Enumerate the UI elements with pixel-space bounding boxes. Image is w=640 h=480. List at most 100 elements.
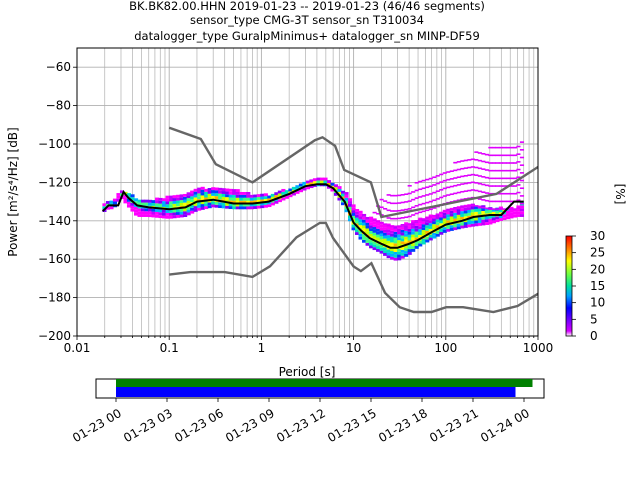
psd-cell: [207, 188, 212, 191]
psd-cell: [165, 215, 170, 219]
psd-cell: [235, 194, 240, 198]
psd-cell: [228, 206, 233, 210]
psd-outlier-cell: [372, 219, 377, 222]
psd-cell: [126, 204, 132, 208]
psd-cell: [442, 229, 447, 233]
psd-cell: [418, 220, 423, 224]
psd-cell: [463, 213, 468, 217]
psd-cell: [253, 203, 258, 207]
psd-cell: [418, 232, 423, 235]
psd-cell: [155, 197, 160, 201]
psd-cell: [425, 228, 430, 231]
psd-cell: [263, 201, 268, 205]
psd-cell: [116, 193, 121, 196]
psd-cell: [239, 194, 244, 198]
psd-cell: [351, 215, 356, 219]
psd-cell: [407, 234, 412, 238]
psd-cell: [390, 233, 395, 237]
psd-cell: [442, 218, 447, 222]
psd-cell: [179, 214, 184, 218]
psd-cell: [316, 180, 321, 184]
psd-cell: [228, 197, 233, 201]
psd-outlier-cell: [502, 192, 507, 195]
psd-outlier-cell: [463, 182, 468, 185]
psd-cell: [470, 220, 475, 224]
title-line-1: BK.BK82.00.HHN 2019-01-23 -- 2019-01-23 …: [129, 0, 485, 13]
psd-cell: [330, 188, 335, 192]
psd-cell: [365, 231, 370, 235]
psd-cell: [137, 205, 142, 209]
psd-cell: [435, 219, 440, 223]
psd-cell: [207, 196, 212, 200]
psd-cell: [477, 222, 482, 226]
psd-cell: [176, 212, 181, 215]
psd-cell: [281, 191, 286, 195]
psd-cell: [418, 223, 423, 227]
psd-cell: [197, 207, 202, 211]
psd-cell: [221, 188, 226, 192]
psd-cell: [362, 222, 367, 226]
psd-cell: [130, 202, 135, 206]
psd-cell: [197, 190, 202, 194]
psd-outlier-cell: [418, 196, 423, 198]
psd-cell: [484, 219, 489, 223]
psd-outlier-cell: [519, 149, 525, 151]
psd-outlier-cell: [498, 154, 503, 157]
psd-cell: [407, 240, 412, 244]
psd-outlier-cell: [463, 190, 468, 192]
psd-cell: [442, 221, 447, 225]
psd-cell: [467, 209, 472, 213]
psd-cell: [516, 205, 521, 209]
psd-outlier-cell: [509, 177, 514, 180]
psd-cell: [347, 215, 353, 219]
y-tick-label: −140: [38, 214, 71, 228]
psd-outlier-cell: [498, 200, 503, 203]
psd-cell: [453, 209, 458, 213]
psd-outlier-cell: [439, 188, 444, 191]
psd-cell: [137, 199, 142, 203]
psd-outlier-cell: [376, 212, 381, 215]
psd-cell: [369, 225, 374, 229]
psd-outlier-cell: [470, 158, 475, 161]
psd-cell: [249, 200, 254, 204]
psd-cell: [190, 210, 195, 214]
psd-cell: [102, 203, 107, 207]
psd-cell: [505, 213, 510, 217]
y-tick-label: −200: [38, 329, 71, 343]
psd-cell: [372, 229, 377, 233]
psd-cell: [358, 233, 363, 237]
psd-cell: [144, 208, 149, 212]
psd-cell: [379, 227, 384, 231]
x-tick-label: 100: [434, 341, 457, 355]
psd-cell: [400, 252, 405, 256]
psd-cell: [432, 235, 437, 239]
psd-outlier-cell: [390, 202, 395, 205]
psd-cell: [390, 239, 395, 243]
psd-cell: [197, 193, 202, 197]
psd-cell: [218, 193, 223, 197]
psd-cell: [197, 187, 202, 191]
psd-outlier-cell: [502, 162, 507, 164]
psd-cell: [379, 224, 384, 228]
psd-cell: [344, 192, 349, 195]
psd-outlier-cell: [495, 154, 500, 157]
psd-outlier-cell: [484, 153, 489, 156]
psd-cell: [263, 193, 268, 197]
psd-cell: [407, 251, 412, 255]
psd-outlier-cell: [495, 162, 500, 164]
psd-cell: [404, 230, 409, 234]
psd-cell: [344, 209, 349, 213]
psd-cell: [411, 228, 416, 232]
psd-cell: [355, 211, 360, 215]
psd-outlier-cell: [393, 202, 398, 205]
psd-cell: [155, 203, 160, 207]
psd-cell: [453, 224, 458, 228]
psd-outlier-cell: [481, 206, 486, 209]
psd-cell: [347, 218, 353, 222]
psd-cell: [463, 219, 468, 223]
psd-cell: [509, 212, 514, 216]
psd-cell: [519, 211, 525, 215]
psd-cell: [232, 189, 237, 192]
psd-cell: [214, 193, 219, 197]
psd-outlier-cell: [509, 192, 514, 195]
